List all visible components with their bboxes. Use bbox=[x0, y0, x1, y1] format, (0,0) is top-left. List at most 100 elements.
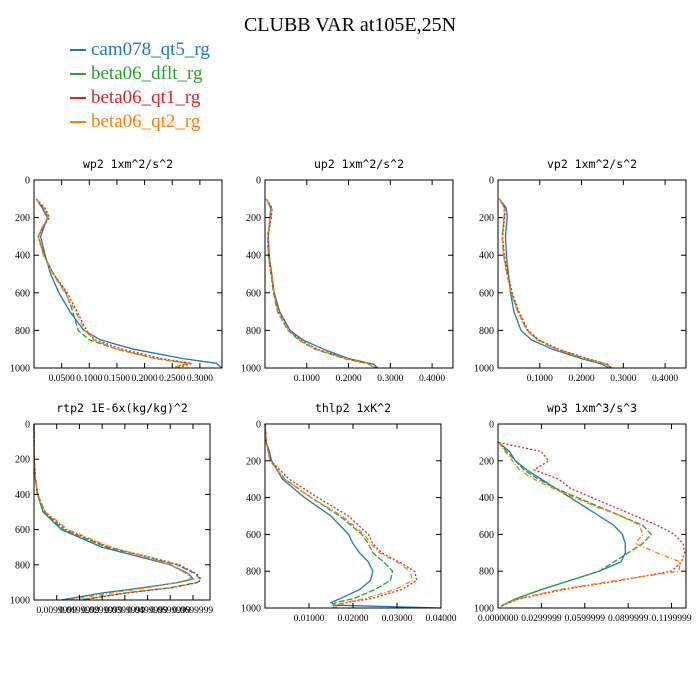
y-tick-label: 1000 bbox=[474, 364, 494, 375]
y-tick-label: 600 bbox=[15, 288, 30, 299]
y-tick-label: 400 bbox=[246, 493, 261, 504]
series-line bbox=[265, 198, 375, 369]
series-line bbox=[265, 198, 376, 369]
x-tick-label: 0.1199999 bbox=[652, 614, 692, 624]
series-line bbox=[498, 198, 612, 369]
series-line bbox=[498, 442, 681, 607]
y-tick-label: 200 bbox=[246, 456, 261, 467]
chart-panel: thlp2 1xK^2 0 200 400 600 800 1000 0.01000 0.020… bbox=[241, 401, 457, 624]
y-tick-label: 400 bbox=[246, 251, 261, 262]
series-line bbox=[33, 423, 195, 601]
x-tick-label: 0.1000 bbox=[76, 374, 102, 384]
y-tick-label: 200 bbox=[479, 213, 494, 224]
y-tick-label: 0 bbox=[256, 176, 261, 187]
y-tick-label: 200 bbox=[15, 213, 30, 224]
x-tick-label: 0.4000 bbox=[652, 374, 678, 384]
series-line bbox=[33, 423, 201, 601]
x-tick-label: 0.0000000 bbox=[478, 614, 519, 624]
series-line bbox=[35, 198, 189, 369]
y-tick-label: 0 bbox=[256, 420, 261, 431]
x-tick-label: 0.3000 bbox=[187, 374, 213, 384]
x-tick-label: 0.2000 bbox=[335, 374, 361, 384]
y-tick-label: 800 bbox=[15, 326, 30, 337]
y-tick-label: 800 bbox=[479, 567, 494, 578]
x-tick-label: 0.1000 bbox=[527, 374, 553, 384]
plot-frame bbox=[33, 179, 223, 369]
y-tick-label: 400 bbox=[15, 490, 30, 501]
panel-title: wp2 1xm^2/s^2 bbox=[83, 157, 173, 171]
x-tick-label: 0.03000 bbox=[382, 614, 413, 624]
legend-item: beta06_qt2_rg bbox=[70, 110, 210, 134]
y-tick-label: 200 bbox=[15, 455, 30, 466]
y-tick-label: 800 bbox=[246, 567, 261, 578]
y-tick-label: 800 bbox=[15, 560, 30, 571]
legend-line bbox=[70, 121, 86, 123]
series-line bbox=[498, 198, 611, 369]
x-tick-label: 0.1000 bbox=[294, 374, 320, 384]
x-tick-label: 0.0699999 bbox=[173, 606, 214, 616]
series-line bbox=[33, 423, 202, 601]
plot-frame bbox=[264, 179, 454, 369]
panel-title: vp2 1xm^2/s^2 bbox=[547, 157, 637, 171]
chart-panel: wp2 1xm^2/s^2 0 200 400 600 800 1000 0.0500 0.10… bbox=[10, 157, 223, 384]
x-tick-label: 0.0299999 bbox=[82, 606, 123, 616]
y-tick-label: 800 bbox=[479, 326, 494, 337]
legend-item: beta06_dflt_rg bbox=[70, 62, 210, 86]
x-tick-label: 0.0099999 bbox=[37, 606, 78, 616]
series-line bbox=[264, 423, 414, 609]
x-tick-label: 0.02000 bbox=[338, 614, 369, 624]
legend-label: beta06_qt2_rg bbox=[91, 111, 201, 132]
x-tick-label: 0.0599999 bbox=[565, 614, 606, 624]
series-line bbox=[264, 423, 394, 609]
chart-panel: rtp2 1E-6x(kg/kg)^2 0 200 400 600 800 1000 0.00… bbox=[10, 401, 213, 616]
legend-line bbox=[70, 49, 86, 51]
panel-title: thlp2 1xK^2 bbox=[315, 401, 391, 415]
x-tick-label: 0.3000 bbox=[610, 374, 636, 384]
y-tick-label: 0 bbox=[25, 420, 30, 431]
x-tick-label: 0.2500 bbox=[159, 374, 185, 384]
plot-frame bbox=[33, 423, 211, 601]
series-line bbox=[33, 423, 192, 601]
y-tick-label: 1000 bbox=[241, 604, 261, 615]
figure-title: CLUBB VAR at105E,25N bbox=[243, 14, 457, 36]
y-tick-label: 600 bbox=[479, 288, 494, 299]
y-tick-label: 1000 bbox=[241, 364, 261, 375]
plot-frame bbox=[264, 423, 442, 609]
x-tick-label: 0.2000 bbox=[132, 374, 158, 384]
y-tick-label: 600 bbox=[15, 525, 30, 536]
legend-item: beta06_qt1_rg bbox=[70, 86, 210, 110]
y-tick-label: 0 bbox=[489, 176, 494, 187]
x-tick-label: 0.0499999 bbox=[127, 606, 168, 616]
legend-label: cam078_qt5_rg bbox=[91, 39, 210, 60]
y-tick-label: 600 bbox=[479, 530, 494, 541]
y-tick-label: 1000 bbox=[10, 364, 30, 375]
y-tick-label: 0 bbox=[489, 420, 494, 431]
y-tick-label: 200 bbox=[246, 213, 261, 224]
x-tick-label: 0.3000 bbox=[377, 374, 403, 384]
chart-panel: up2 1xm^2/s^2 0 200 400 600 800 1000 0.1000 0.20… bbox=[241, 157, 454, 384]
plot-frame bbox=[497, 179, 687, 369]
series-line bbox=[498, 198, 613, 369]
panel-title: up2 1xm^2/s^2 bbox=[314, 157, 404, 171]
x-tick-label: 0.0399999 bbox=[105, 606, 146, 616]
y-tick-label: 400 bbox=[15, 251, 30, 262]
panel-title: wp3 1xm^3/s^3 bbox=[547, 401, 637, 415]
plot-frame bbox=[497, 423, 687, 609]
series-line bbox=[498, 198, 610, 369]
series-line bbox=[35, 198, 223, 369]
legend-label: beta06_dflt_rg bbox=[91, 63, 203, 84]
x-tick-label: 0.0500 bbox=[49, 374, 75, 384]
x-tick-label: 0.01000 bbox=[294, 614, 325, 624]
x-tick-label: 0.0899999 bbox=[608, 614, 649, 624]
legend-line bbox=[70, 97, 86, 99]
y-tick-label: 1000 bbox=[10, 596, 30, 607]
panel-title: rtp2 1E-6x(kg/kg)^2 bbox=[56, 401, 188, 415]
series-line bbox=[35, 198, 192, 369]
y-tick-label: 0 bbox=[25, 176, 30, 187]
y-tick-label: 600 bbox=[246, 530, 261, 541]
series-line bbox=[265, 198, 377, 369]
x-tick-label: 0.4000 bbox=[419, 374, 445, 384]
x-tick-label: 0.0599999 bbox=[150, 606, 191, 616]
